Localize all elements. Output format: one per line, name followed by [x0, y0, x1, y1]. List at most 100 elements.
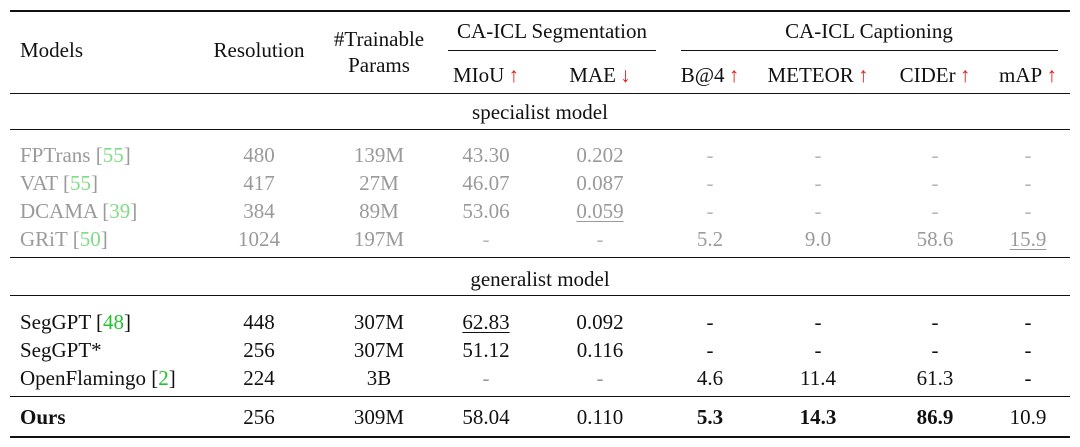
cell-model-name: GRiT [50]	[20, 229, 108, 250]
cell-model-name: VAT [55]	[20, 173, 98, 194]
cell-map: -	[1024, 199, 1032, 223]
cell-model-name: FPTrans [55]	[20, 145, 131, 166]
header-col-b4: B@4 ↑	[681, 65, 740, 86]
citation-link[interactable]: 48	[103, 310, 125, 334]
generalist-top-rule	[10, 257, 1070, 258]
cite-bracket-open: [	[67, 227, 80, 251]
model-name-text: VAT	[20, 171, 58, 195]
cell-meteor: -	[814, 143, 822, 167]
cell-params: 139M	[353, 143, 405, 167]
cell-res: 384	[243, 199, 275, 223]
cell-res: 448	[243, 310, 275, 334]
header-col-map: mAP ↑	[999, 65, 1057, 86]
cite-bracket-open: [	[146, 366, 159, 390]
cell-mae: -	[596, 227, 604, 251]
citation-link[interactable]: 2	[158, 366, 169, 390]
cell-b4: 5.3	[696, 405, 724, 429]
cell-res: 256	[243, 405, 275, 429]
header-col-meteor-label: METEOR	[767, 63, 854, 87]
cell-miou: 62.83	[462, 310, 510, 334]
cell-mae: 0.059	[576, 199, 624, 223]
cell-mae: 0.110	[576, 405, 624, 429]
citation-link[interactable]: 39	[109, 199, 131, 223]
cell-meteor: 14.3	[799, 405, 837, 429]
cell-map: 15.9	[1009, 227, 1047, 251]
header-col-map-label: mAP	[999, 63, 1043, 87]
cell-params: 307M	[353, 310, 405, 334]
model-name-text: OpenFlamingo	[20, 366, 146, 390]
model-name-text: SegGPT*	[20, 338, 102, 362]
header-col-miou-label: MIoU	[452, 63, 505, 87]
cell-map: -	[1024, 366, 1032, 390]
arrow-up-icon: ↑	[1042, 63, 1057, 87]
arrow-up-icon: ↑	[504, 63, 520, 87]
ours-rule	[10, 396, 1070, 397]
cell-model-name: OpenFlamingo [2]	[20, 368, 176, 389]
cell-meteor: 9.0	[804, 227, 832, 251]
cell-cider: 86.9	[916, 405, 954, 429]
cite-bracket-open: [	[97, 199, 110, 223]
cell-b4: 4.6	[696, 366, 724, 390]
top-rule	[10, 10, 1070, 12]
cell-params: 197M	[353, 227, 405, 251]
cell-meteor: 11.4	[800, 366, 836, 390]
seg-group-rule	[448, 50, 656, 51]
header-col-b4-label: B@4	[680, 63, 725, 87]
cell-b4: -	[706, 143, 714, 167]
cell-mae: 0.116	[576, 338, 624, 362]
citation-link[interactable]: 55	[70, 171, 91, 195]
cite-bracket-close: ]	[123, 143, 131, 167]
cell-cider: -	[931, 310, 939, 334]
cite-bracket-close: ]	[130, 199, 138, 223]
header-group-segmentation: CA-ICL Segmentation	[457, 19, 647, 43]
header-trainable-line1: #Trainable	[333, 27, 425, 51]
header-col-cider: CIDEr ↑	[900, 65, 971, 86]
header-col-meteor: METEOR ↑	[767, 65, 868, 86]
arrow-up-icon: ↑	[853, 63, 869, 87]
cell-mae: 0.202	[576, 143, 624, 167]
cell-map: -	[1024, 338, 1032, 362]
cell-cider: 58.6	[916, 227, 954, 251]
header-col-mae: MAE ↓	[569, 65, 630, 86]
cell-res: 224	[243, 366, 275, 390]
generalist-section-rule	[10, 295, 1070, 296]
cell-res: 256	[243, 338, 275, 362]
model-name-text: FPTrans	[20, 143, 91, 167]
cell-model-name: DCAMA [39]	[20, 201, 137, 222]
cell-res: 417	[243, 171, 275, 195]
cell-b4: 5.2	[696, 227, 724, 251]
cell-mae: 0.087	[576, 171, 624, 195]
cell-miou: 58.04	[462, 405, 510, 429]
cell-res: 480	[243, 143, 275, 167]
citation-link[interactable]: 50	[79, 227, 101, 251]
cite-bracket-close: ]	[124, 310, 132, 334]
cell-cider: -	[931, 143, 939, 167]
cap-group-rule	[681, 50, 1058, 51]
cell-meteor: -	[814, 171, 822, 195]
citation-link[interactable]: 55	[102, 143, 124, 167]
cell-meteor: -	[814, 338, 822, 362]
cell-b4: -	[706, 199, 714, 223]
cell-cider: -	[931, 171, 939, 195]
arrow-up-icon: ↑	[724, 63, 740, 87]
cell-model-name: SegGPT*	[20, 340, 102, 361]
header-group-captioning: CA-ICL Captioning	[785, 19, 953, 43]
cite-bracket-open: [	[90, 143, 103, 167]
cite-bracket-open: [	[57, 171, 70, 195]
cell-map: -	[1024, 143, 1032, 167]
cell-map: 10.9	[1009, 405, 1047, 429]
specialist-section-rule	[10, 129, 1070, 130]
cell-map: -	[1024, 171, 1032, 195]
cell-b4: -	[706, 310, 714, 334]
cell-params: 27M	[359, 171, 399, 195]
cell-miou: -	[482, 366, 490, 390]
cell-params: 309M	[353, 405, 405, 429]
cell-cider: -	[931, 199, 939, 223]
cell-miou: 51.12	[462, 338, 510, 362]
cell-b4: -	[706, 171, 714, 195]
cell-params: 307M	[353, 338, 405, 362]
cell-b4: -	[706, 338, 714, 362]
cite-bracket-close: ]	[100, 227, 108, 251]
header-trainable-line2: Params	[348, 53, 410, 77]
